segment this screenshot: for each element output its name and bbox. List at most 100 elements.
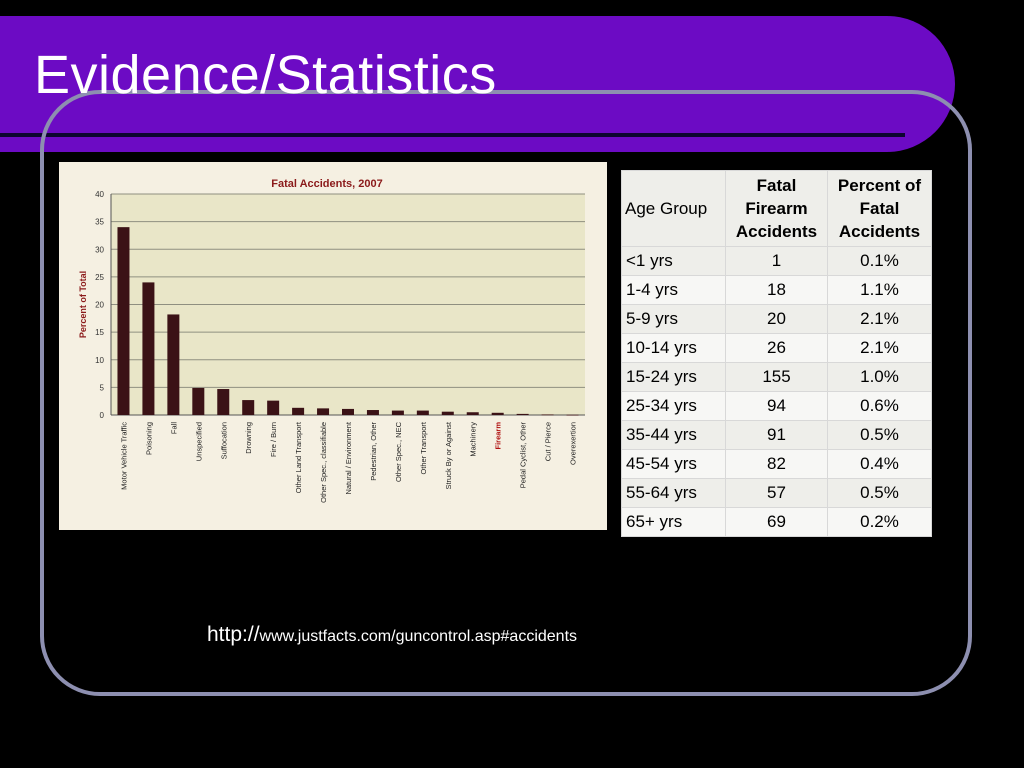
table-cell-age-group: <1 yrs <box>621 246 726 276</box>
bar <box>416 410 429 415</box>
table-cell-firearm-accidents: 18 <box>725 275 828 305</box>
table-cell-percent: 0.4% <box>827 449 932 479</box>
y-tick-label: 10 <box>95 356 104 365</box>
table-cell-age-group: 65+ yrs <box>621 507 726 537</box>
table-row: 65+ yrs 69 0.2% <box>621 507 932 537</box>
table-cell-percent: 1.1% <box>827 275 932 305</box>
bar <box>541 414 554 416</box>
bar <box>142 282 155 415</box>
slide-frame <box>40 90 972 696</box>
bar <box>117 227 130 415</box>
x-tick-label: Drowning <box>244 422 253 454</box>
x-tick-label: Suffocation <box>219 422 228 459</box>
x-tick-label: Machinery <box>469 422 478 457</box>
table-row: 1-4 yrs 18 1.1% <box>621 275 932 305</box>
table-cell-age-group: 10-14 yrs <box>621 333 726 363</box>
table-row: 25-34 yrs 94 0.6% <box>621 391 932 421</box>
table-cell-percent: 2.1% <box>827 333 932 363</box>
x-tick-label: Fire / Burn <box>269 422 278 457</box>
table-cell-firearm-accidents: 69 <box>725 507 828 537</box>
table-cell-firearm-accidents: 57 <box>725 478 828 508</box>
bar <box>566 414 579 416</box>
table-cell-firearm-accidents: 94 <box>725 391 828 421</box>
x-tick-label: Firearm <box>494 422 503 450</box>
table-cell-percent: 0.6% <box>827 391 932 421</box>
table-cell-firearm-accidents: 1 <box>725 246 828 276</box>
table-cell-age-group: 55-64 yrs <box>621 478 726 508</box>
table-cell-percent: 0.1% <box>827 246 932 276</box>
bar <box>366 410 379 415</box>
table-cell-percent: 2.1% <box>827 304 932 334</box>
table-row: 45-54 yrs 82 0.4% <box>621 449 932 479</box>
header-age-group: Age Group <box>621 170 726 247</box>
x-tick-label: Other Transport <box>419 421 428 474</box>
slide-title: Evidence/Statistics <box>34 45 497 105</box>
x-tick-label: Cut / Pierce <box>544 422 553 461</box>
x-tick-label: Other Spec., classifiable <box>319 422 328 503</box>
y-tick-label: 20 <box>95 301 104 310</box>
table-header-row: Age Group Fatal Firearm Accidents Percen… <box>621 170 932 247</box>
header-percent-fatal-accidents: Percent of Fatal Accidents <box>827 170 932 247</box>
table-cell-age-group: 35-44 yrs <box>621 420 726 450</box>
y-tick-label: 40 <box>95 190 104 199</box>
table-cell-age-group: 1-4 yrs <box>621 275 726 305</box>
y-tick-label: 25 <box>95 273 104 282</box>
y-axis-label: Percent of Total <box>78 271 88 338</box>
y-tick-label: 30 <box>95 245 104 254</box>
x-tick-label: Natural / Environment <box>344 421 353 494</box>
x-tick-label: Other Spec., NEC <box>394 421 403 482</box>
bar <box>267 400 280 415</box>
x-tick-label: Motor Vehicle Traffic <box>119 422 128 490</box>
x-tick-label: Fall <box>169 422 178 434</box>
table-cell-firearm-accidents: 20 <box>725 304 828 334</box>
chart-panel: 0 5 10 15 20 25 30 35 40 Fatal Accidents, 2007 Per… <box>59 162 607 530</box>
table-cell-firearm-accidents: 82 <box>725 449 828 479</box>
table-cell-age-group: 5-9 yrs <box>621 304 726 334</box>
table-row: 55-64 yrs 57 0.5% <box>621 478 932 508</box>
bar <box>192 387 205 415</box>
x-tick-label: Overexertion <box>569 422 578 465</box>
table-cell-age-group: 25-34 yrs <box>621 391 726 421</box>
x-tick-label: Struck By or Against <box>444 421 453 489</box>
x-tick-label: Unspecified <box>194 422 203 461</box>
source-link-address: www.justfacts.com/guncontrol.asp#acciden… <box>259 628 578 645</box>
bar <box>342 408 354 415</box>
table-cell-firearm-accidents: 26 <box>725 333 828 363</box>
table-row: 15-24 yrs 155 1.0% <box>621 362 932 392</box>
y-tick-label: 35 <box>95 218 104 227</box>
x-tick-label: Poisoning <box>144 422 153 455</box>
table-row: <1 yrs 1 0.1% <box>621 246 932 276</box>
chart-title: Fatal Accidents, 2007 <box>271 178 382 190</box>
bar <box>441 411 454 415</box>
table-row: 5-9 yrs 20 2.1% <box>621 304 932 334</box>
source-link-protocol: http:// <box>207 623 260 646</box>
bar <box>292 407 305 415</box>
bar <box>391 410 404 415</box>
bar <box>317 408 330 415</box>
table-cell-percent: 0.5% <box>827 478 932 508</box>
x-tick-label: Pedestrian, Other <box>369 421 378 480</box>
bar <box>516 413 529 415</box>
y-tick-label: 0 <box>100 411 105 420</box>
table-cell-age-group: 15-24 yrs <box>621 362 726 392</box>
bar <box>167 314 180 415</box>
table-row: 10-14 yrs 26 2.1% <box>621 333 932 363</box>
x-tick-label: Pedal Cyclist, Other <box>519 422 528 489</box>
table-cell-percent: 0.5% <box>827 420 932 450</box>
bar-chart: 0 5 10 15 20 25 30 35 40 Fatal Accidents, 2007 Per… <box>78 178 585 503</box>
header-fatal-firearm-accidents: Fatal Firearm Accidents <box>725 170 828 247</box>
title-band <box>0 16 955 152</box>
table-row: 35-44 yrs 91 0.5% <box>621 420 932 450</box>
y-tick-label: 15 <box>95 328 104 337</box>
bar <box>491 412 504 415</box>
firearm-accidents-table: Age Group Fatal Firearm Accidents Percen… <box>621 170 932 537</box>
table-cell-age-group: 45-54 yrs <box>621 449 726 479</box>
table-cell-percent: 1.0% <box>827 362 932 392</box>
bar <box>217 389 230 415</box>
bar <box>466 412 479 415</box>
x-tick-label: Other Land Transport <box>294 421 303 493</box>
table-cell-firearm-accidents: 91 <box>725 420 828 450</box>
bar <box>242 400 255 415</box>
source-link[interactable]: http://www.justfacts.com/guncontrol.asp#… <box>207 623 577 647</box>
title-underline <box>0 133 905 137</box>
